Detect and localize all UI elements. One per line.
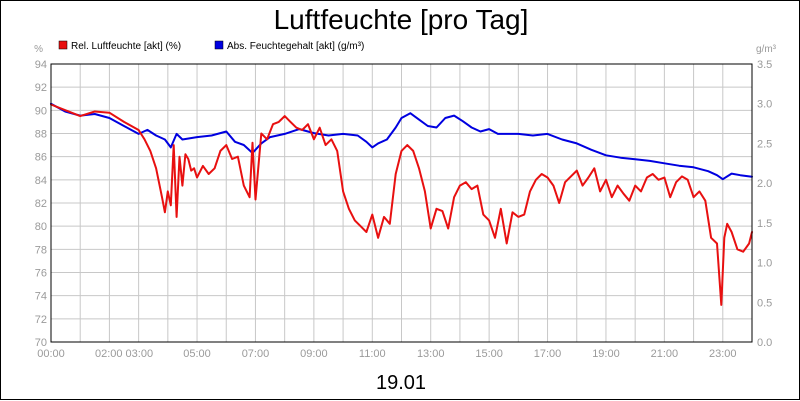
grid-lines (51, 64, 752, 342)
y-right-unit: g/m³ (756, 44, 777, 55)
x-tick-label: 19:00 (592, 348, 620, 360)
series-line-abs-humidity (50, 102, 753, 181)
x-tick-label: 21:00 (651, 348, 679, 360)
axes-ticks: 70 72 74 76 78 80 82 84 86 88 90 92 94 0.0 0.5 1.0 1.5 2.… (35, 59, 773, 360)
x-axis-date-label: 19.01 (376, 372, 426, 394)
y-right-tick-label: 3.0 (757, 99, 772, 111)
x-tick-label: 07:00 (242, 348, 270, 360)
y-right-tick-label: 2.0 (757, 178, 772, 190)
y-left-tick-label: 72 (35, 314, 47, 326)
y-left-unit: % (34, 44, 43, 55)
y-left-tick-label: 70 (35, 337, 47, 349)
x-tick-label: 05:00 (183, 348, 211, 360)
legend-swatch-rel-humidity (58, 40, 68, 50)
y-left-tick-label: 74 (35, 291, 47, 303)
x-tick-label: 15:00 (475, 348, 503, 360)
y-left-tick-label: 92 (35, 82, 47, 94)
y-left-tick-label: 82 (35, 198, 47, 210)
y-left-tick-label: 76 (35, 268, 47, 280)
y-right-tick-label: 0.5 (757, 297, 772, 309)
x-tick-label: 02:00 03:00 (95, 348, 153, 360)
y-left-tick-label: 78 (35, 244, 47, 256)
x-tick-label: 23:00 (709, 348, 737, 360)
legend-label-rel-humidity: Rel. Luftfeuchte [akt] (%) (71, 41, 181, 52)
legend-swatch-abs-humidity (214, 40, 224, 50)
y-left-tick-label: 84 (35, 175, 47, 187)
y-right-tick-label: 1.0 (757, 258, 772, 270)
plot-border (50, 63, 753, 343)
x-tick-label: 00:00 (37, 348, 65, 360)
x-tick-label: 11:00 (359, 348, 386, 360)
legend-label-abs-humidity: Abs. Feuchtegehalt [akt] (g/m³) (227, 41, 364, 52)
series-line-rel-humidity (50, 103, 753, 306)
x-tick-label: 17:00 (534, 348, 562, 360)
y-right-tick-label: 1.5 (757, 218, 772, 230)
x-tick-label: 09:00 (300, 348, 328, 360)
chart-title: Luftfeuchte [pro Tag] (274, 4, 529, 35)
y-right-tick-label: 2.5 (757, 138, 772, 150)
y-left-tick-label: 86 (35, 152, 47, 164)
y-right-tick-label: 3.5 (757, 59, 772, 71)
series-lines (50, 102, 753, 306)
y-left-tick-label: 88 (35, 129, 47, 141)
y-right-tick-label: 0.0 (757, 337, 772, 349)
x-tick-label: 13:00 (417, 348, 445, 360)
y-left-tick-label: 94 (35, 59, 47, 71)
y-left-tick-label: 80 (35, 221, 47, 233)
y-left-tick-label: 90 (35, 105, 47, 117)
